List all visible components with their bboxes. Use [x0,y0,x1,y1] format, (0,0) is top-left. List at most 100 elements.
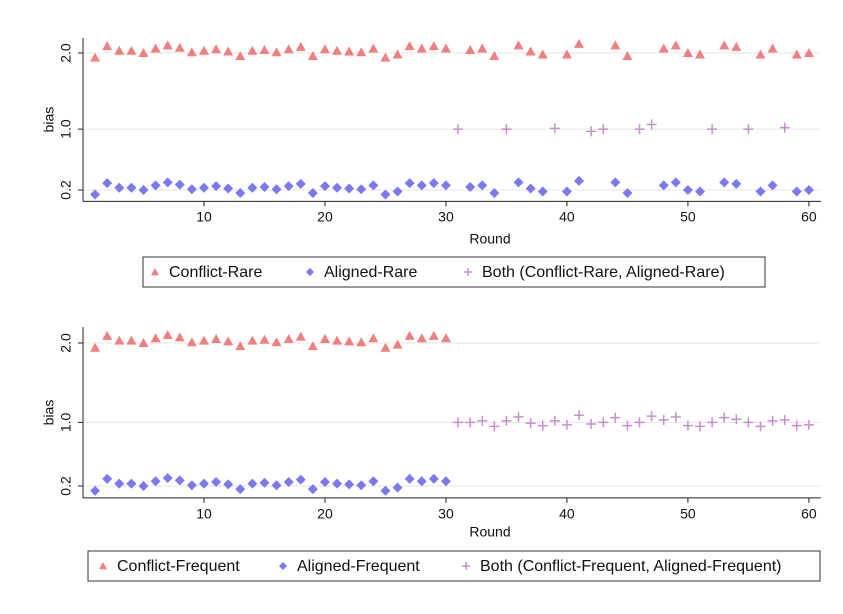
marker [247,478,258,489]
legend-label: Conflict-Rare [169,264,262,281]
marker [223,183,234,194]
marker [186,184,197,195]
marker [235,51,246,61]
marker [198,335,209,345]
marker [779,122,790,133]
marker [574,38,585,48]
marker [114,45,125,55]
legend-label: Aligned-Rare [324,264,417,281]
marker [162,177,173,188]
marker [404,330,415,340]
marker [428,330,439,340]
marker [356,480,367,491]
marker [126,182,137,193]
marker [731,414,742,425]
marker [416,476,427,487]
marker [779,415,790,426]
marker [138,184,149,195]
marker [622,51,633,61]
marker [356,47,367,57]
marker [501,124,512,135]
legend-marker [99,562,107,570]
marker [646,411,657,422]
marker [211,181,222,192]
x-tick-label: 40 [559,209,575,225]
marker [271,480,282,491]
marker [344,479,355,490]
x-tick-label: 50 [680,209,696,225]
marker [465,44,476,54]
marker [259,334,270,344]
marker [791,49,802,59]
marker [283,181,294,192]
legend-box [87,550,821,582]
marker [259,477,270,488]
marker [404,178,415,189]
y-tick-label: 1.0 [58,119,74,139]
marker [755,421,766,432]
marker [537,49,548,59]
marker [332,182,343,193]
marker [489,188,500,199]
x-axis-label: Round [469,231,510,247]
marker [307,484,318,495]
marker [574,175,585,186]
marker [392,49,403,59]
marker [440,476,451,487]
marker [440,333,451,343]
legend-marker [464,268,472,276]
marker [574,410,585,421]
legend-label: Conflict-Frequent [117,558,240,575]
x-tick-label: 30 [438,209,454,225]
marker [404,473,415,484]
legend-label: Both (Conflict-Frequent, Aligned-Frequen… [480,558,781,575]
marker [114,335,125,345]
marker [682,48,693,58]
marker [634,417,645,428]
marker [223,336,234,346]
marker [186,47,197,57]
marker [174,332,185,342]
marker [707,417,718,428]
marker [235,188,246,199]
marker [525,183,536,194]
legend-label: Both (Conflict-Rare, Aligned-Rare) [482,264,725,281]
marker [138,48,149,58]
marker [695,186,706,197]
marker [489,421,500,432]
marker [682,420,693,431]
marker [283,477,294,488]
marker [610,177,621,188]
x-tick-label: 20 [317,506,333,522]
marker [295,178,306,189]
marker [586,419,597,430]
legend-marker [151,268,159,276]
marker [223,479,234,490]
marker [186,337,197,347]
marker [174,42,185,52]
marker [368,476,379,487]
marker [259,44,270,54]
marker [90,485,101,496]
marker [440,180,451,191]
marker [295,474,306,485]
marker [271,47,282,57]
marker [658,415,669,426]
marker [682,184,693,195]
marker [670,40,681,50]
marker [440,43,451,53]
marker [162,473,173,484]
marker [368,43,379,53]
marker [162,40,173,50]
marker [428,178,439,189]
marker [295,41,306,51]
marker [634,124,645,135]
marker [428,41,439,51]
marker [271,184,282,195]
marker [549,123,560,134]
marker [90,189,101,200]
marker [404,41,415,51]
marker [670,411,681,422]
marker [622,420,633,431]
marker [211,334,222,344]
